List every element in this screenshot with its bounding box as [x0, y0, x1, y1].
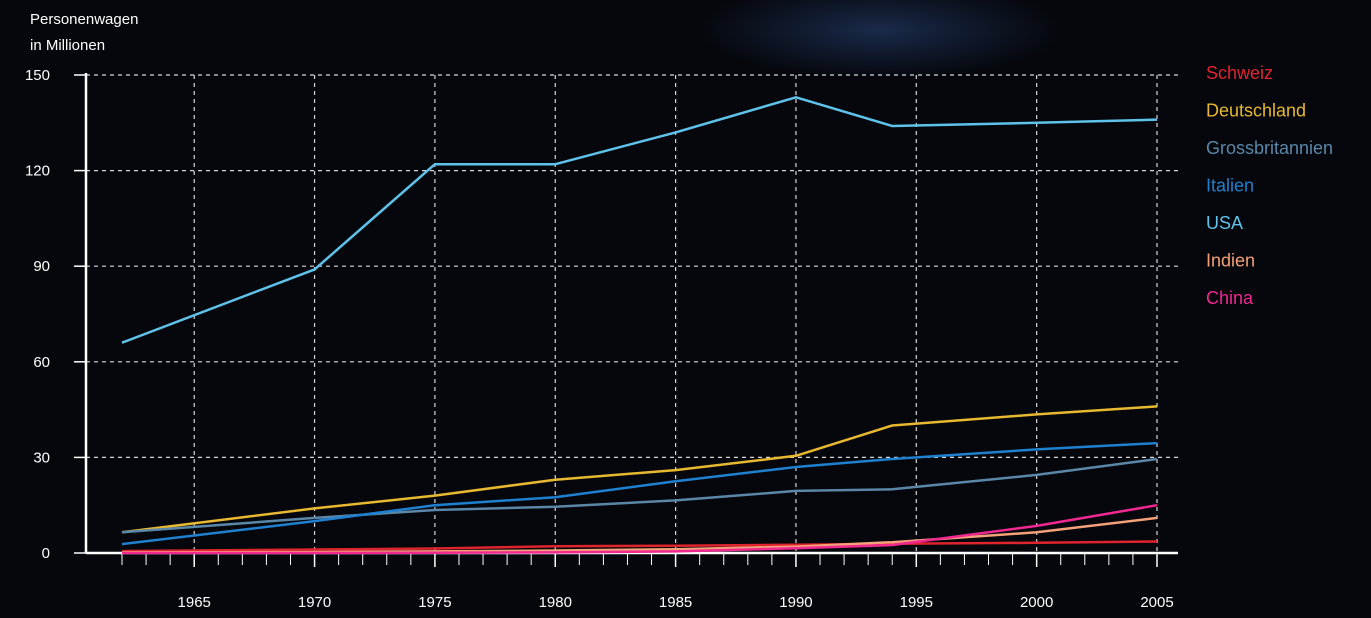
series-line-schweiz [121, 540, 1158, 553]
y-tick-label-120: 120 [25, 163, 50, 180]
series-lines [121, 96, 1158, 555]
x-tick-label-1970: 1970 [298, 594, 331, 611]
grid [86, 74, 1178, 553]
legend-item-grossbritannien: Grossbritannien [1206, 138, 1333, 158]
legend-item-italien: Italien [1206, 176, 1254, 196]
y-tick-label-60: 60 [33, 354, 50, 371]
legend-item-indien: Indien [1206, 251, 1255, 271]
series-line-deutschland [121, 405, 1158, 534]
legend-item-deutschland: Deutschland [1206, 101, 1306, 121]
x-tick-label-2000: 2000 [1020, 594, 1053, 611]
x-tick-label-1975: 1975 [418, 594, 451, 611]
x-tick-label-1980: 1980 [539, 594, 572, 611]
x-tick-label-1995: 1995 [900, 594, 933, 611]
series-line-indien [121, 516, 1158, 554]
series-line-china [122, 503, 1158, 555]
x-tick-label-2005: 2005 [1140, 594, 1173, 611]
x-tick-label-1965: 1965 [178, 594, 211, 611]
y-tick-label-30: 30 [33, 449, 50, 466]
y-axis-label-line1: Personenwagen [30, 11, 138, 28]
legend-item-schweiz: Schweiz [1206, 63, 1273, 83]
legend: Schweiz Deutschland Grossbritannien Italien… [1206, 63, 1333, 308]
x-tick-label-1990: 1990 [779, 594, 812, 611]
legend-item-usa: USA [1206, 213, 1243, 233]
x-tick-label-1985: 1985 [659, 594, 692, 611]
y-tick-label-150: 150 [25, 67, 50, 84]
legend-item-china: China [1206, 288, 1254, 308]
y-tick-label-0: 0 [42, 545, 50, 562]
y-axis-label-line2: in Millionen [30, 37, 105, 54]
series-line-usa [121, 96, 1158, 344]
tick-labels: 0 30 60 90 120 150 1965 1970 1975 1980 1985 1990 199… [25, 67, 1174, 611]
axes [74, 73, 1178, 567]
series-line-italien [121, 441, 1158, 546]
y-tick-label-90: 90 [33, 258, 50, 275]
series-line-grossbritannien [121, 457, 1158, 534]
